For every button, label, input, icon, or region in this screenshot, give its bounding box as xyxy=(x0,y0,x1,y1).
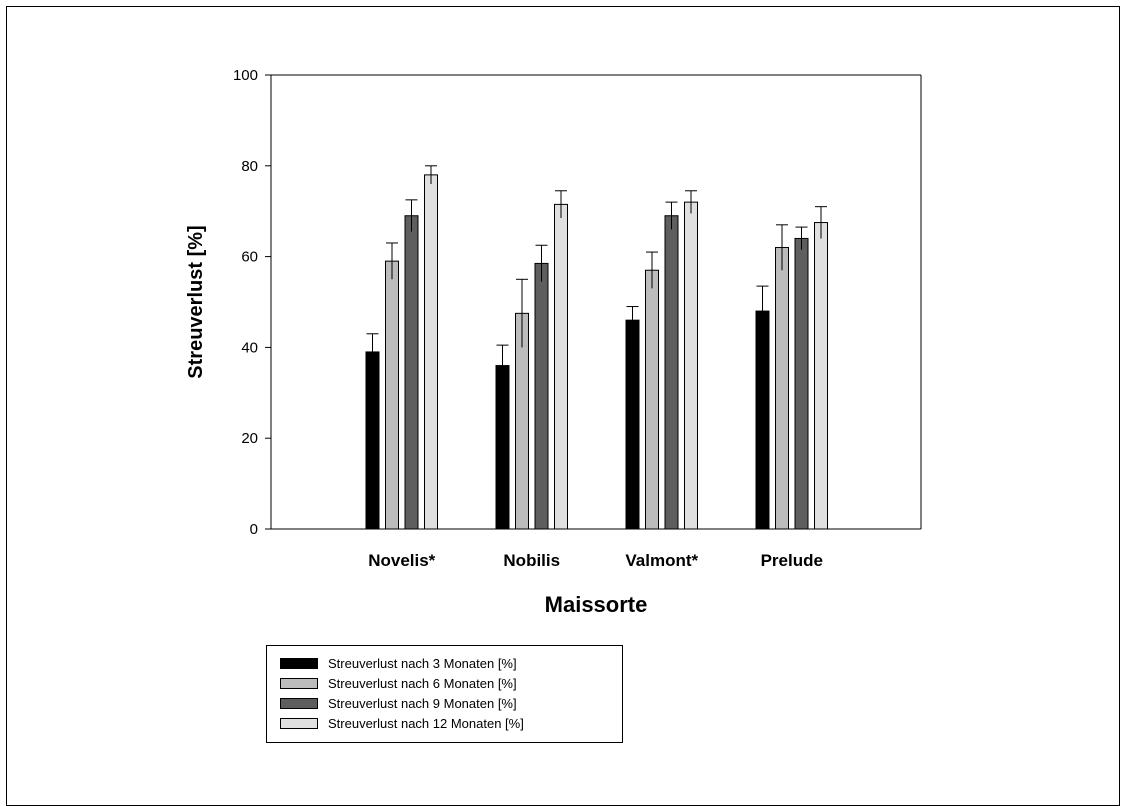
bar xyxy=(424,174,438,530)
y-tick-label: 20 xyxy=(241,430,258,447)
legend-item: Streuverlust nach 6 Monaten [%] xyxy=(280,673,622,693)
bar xyxy=(625,319,640,530)
legend: Streuverlust nach 3 Monaten [%] Streuver… xyxy=(266,645,623,743)
bar xyxy=(365,351,380,530)
x-tick-label: Prelude xyxy=(761,551,823,570)
legend-swatch xyxy=(280,717,318,729)
legend-swatch xyxy=(280,677,318,689)
bar xyxy=(495,365,510,530)
y-tick-label: 100 xyxy=(233,67,258,84)
legend-swatch xyxy=(280,697,318,709)
bar xyxy=(664,215,679,530)
x-tick-label: Novelis* xyxy=(368,551,435,570)
bar xyxy=(404,215,419,530)
bars-layer xyxy=(365,165,828,530)
x-tick-label: Valmont* xyxy=(625,551,698,570)
legend-item: Streuverlust nach 9 Monaten [%] xyxy=(280,693,622,713)
y-axis-title: Streuverlust [%] xyxy=(185,225,207,378)
y-tick-label: 0 xyxy=(250,521,258,538)
axes-layer: Novelis* Nobilis Valmont* Prelude 0 20 40 60 80 1… xyxy=(233,67,922,570)
legend-label: Streuverlust nach 3 Monaten [%] xyxy=(328,655,517,671)
bar xyxy=(645,269,659,530)
legend-label: Streuverlust nach 12 Monaten [%] xyxy=(328,715,524,731)
x-axis-title: Maissorte xyxy=(545,592,648,617)
legend-swatch xyxy=(280,657,318,669)
bar xyxy=(775,247,789,530)
legend-item: Streuverlust nach 3 Monaten [%] xyxy=(280,653,622,673)
bar xyxy=(794,237,809,530)
bar xyxy=(385,260,399,530)
bar xyxy=(684,201,698,530)
legend-label: Streuverlust nach 6 Monaten [%] xyxy=(328,675,517,691)
y-tick-label: 40 xyxy=(241,339,258,356)
y-tick-label: 80 xyxy=(241,158,258,175)
bar xyxy=(554,203,568,530)
bar xyxy=(814,222,828,530)
x-tick-label: Nobilis xyxy=(503,551,560,570)
y-tick-label: 60 xyxy=(241,249,258,266)
legend-label: Streuverlust nach 9 Monaten [%] xyxy=(328,695,517,711)
bar xyxy=(755,310,770,530)
legend-item: Streuverlust nach 12 Monaten [%] xyxy=(280,713,622,733)
bar xyxy=(534,262,549,530)
